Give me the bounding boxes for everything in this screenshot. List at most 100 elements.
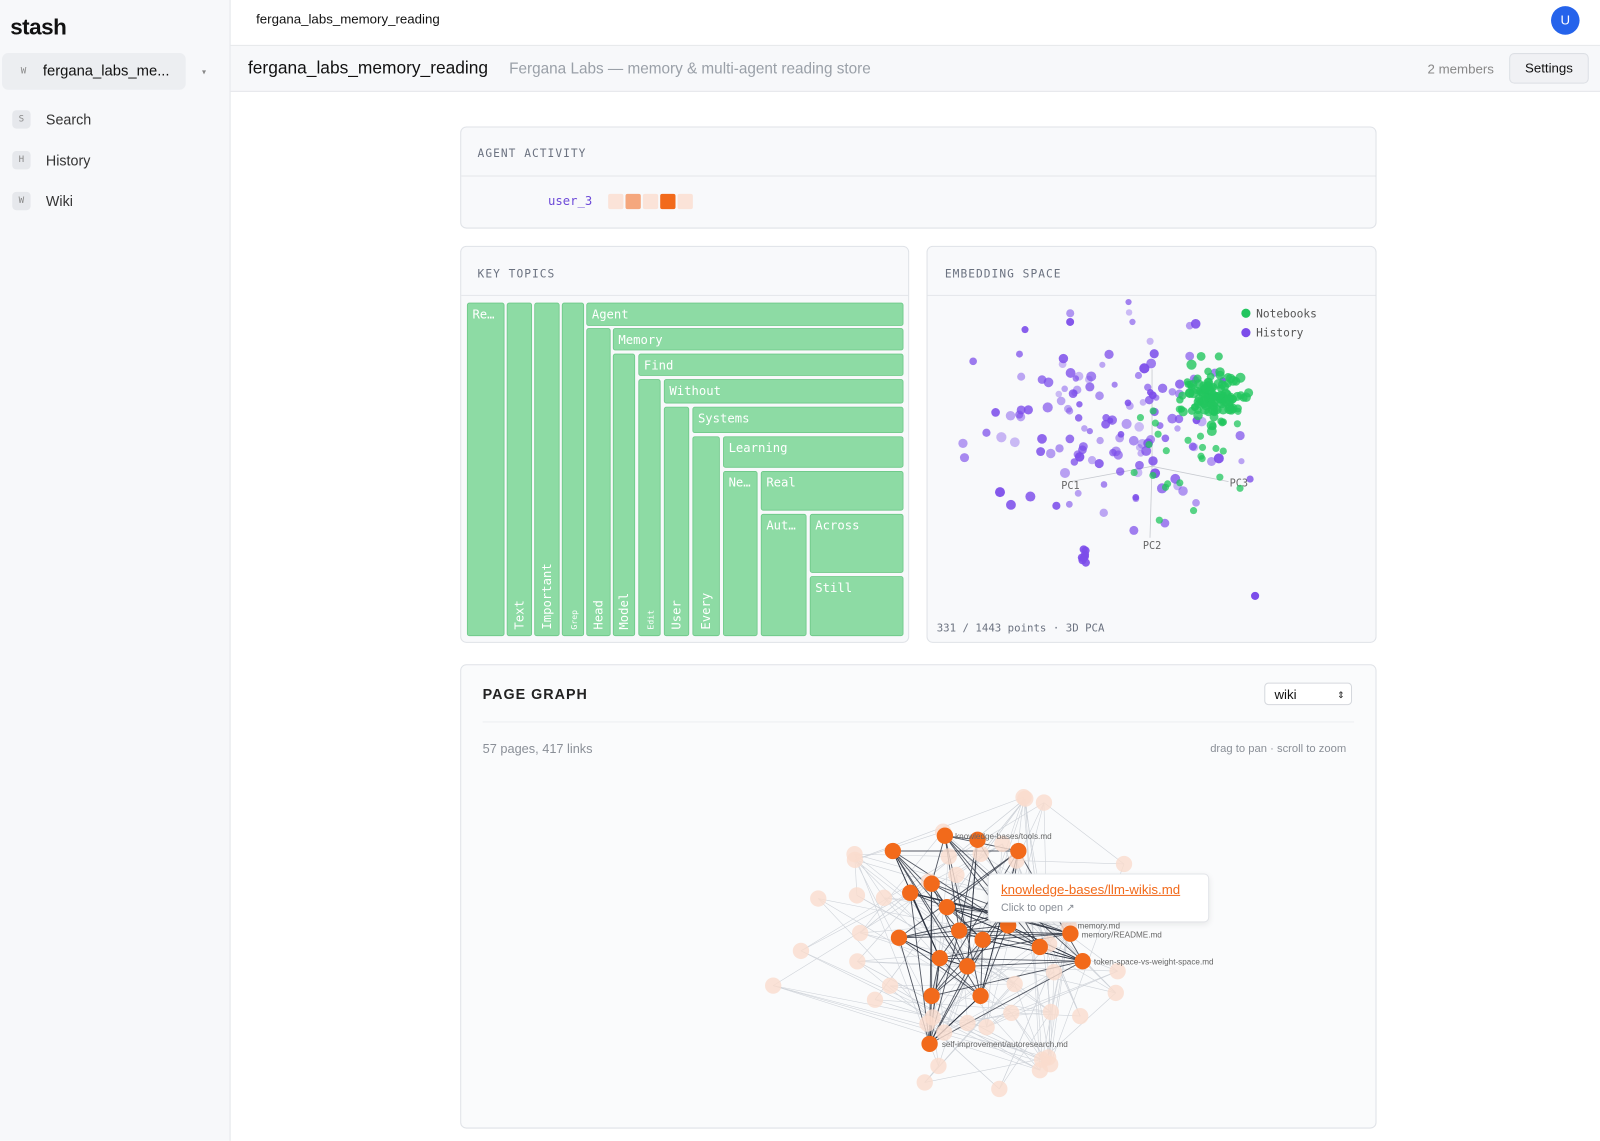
topic-tile[interactable] [612, 328, 904, 351]
topic-label: Find [644, 358, 673, 372]
topic-tile[interactable] [692, 406, 904, 434]
node[interactable] [848, 887, 866, 904]
node[interactable] [1074, 953, 1091, 970]
node[interactable] [972, 845, 989, 862]
node[interactable] [875, 889, 893, 907]
node[interactable] [951, 922, 968, 939]
nav-item[interactable]: S Search [0, 109, 229, 131]
node[interactable] [936, 827, 954, 844]
node[interactable] [1042, 1003, 1060, 1021]
workspace-switcher[interactable]: W fergana_labs_me... [2, 53, 186, 90]
logo[interactable]: stash [10, 14, 67, 40]
node[interactable] [930, 1057, 947, 1075]
node[interactable] [931, 949, 948, 967]
node[interactable] [916, 1074, 933, 1091]
edge [874, 798, 1026, 1000]
node[interactable] [849, 953, 866, 970]
node[interactable] [852, 924, 869, 942]
node[interactable] [938, 898, 956, 916]
node[interactable] [1033, 1051, 1051, 1068]
nav-item[interactable]: W Wiki [0, 191, 229, 213]
edge [959, 925, 1009, 932]
breadcrumb[interactable]: fergana_labs_memory_reading [256, 11, 440, 27]
node[interactable] [792, 942, 810, 960]
node[interactable] [974, 931, 991, 948]
topic-tile[interactable] [663, 379, 904, 404]
node[interactable] [1107, 984, 1124, 1002]
topic-tile[interactable] [561, 302, 585, 637]
avatar[interactable]: U [1551, 6, 1580, 35]
node[interactable] [902, 884, 919, 902]
topic-tile[interactable] [809, 513, 904, 573]
topic-tile[interactable] [663, 406, 690, 637]
node[interactable] [1062, 925, 1079, 942]
node[interactable] [969, 831, 986, 848]
point [1058, 353, 1069, 364]
node[interactable] [940, 848, 957, 865]
node[interactable] [1003, 1004, 1020, 1022]
tooltip-link[interactable]: knowledge-bases/llm-wikis.md [1001, 881, 1181, 897]
node[interactable] [1045, 964, 1063, 981]
node[interactable] [1109, 963, 1126, 980]
node[interactable] [923, 987, 940, 1005]
point [1141, 445, 1152, 456]
topic-tile[interactable] [760, 471, 904, 511]
node[interactable] [1035, 794, 1053, 811]
node[interactable] [959, 1014, 976, 1032]
node[interactable] [994, 835, 1011, 853]
topic-tile[interactable] [723, 471, 758, 637]
settings-button[interactable]: Settings [1509, 53, 1589, 84]
node[interactable] [921, 1035, 938, 1053]
point [1066, 309, 1075, 318]
point [1086, 428, 1093, 435]
topic-tile[interactable] [586, 302, 904, 326]
topic-tile[interactable] [638, 379, 661, 637]
topic-tile[interactable] [638, 353, 904, 376]
dropdown-caret[interactable]: ▾ [202, 67, 207, 77]
node[interactable] [1072, 1007, 1089, 1025]
node[interactable] [936, 1024, 953, 1041]
node[interactable] [924, 1009, 941, 1026]
agent-name[interactable]: user_3 [547, 193, 593, 209]
topic-tile[interactable] [586, 328, 611, 637]
node[interactable] [959, 958, 976, 975]
node[interactable] [866, 991, 884, 1008]
topic-tile[interactable] [723, 436, 904, 468]
graph-select[interactable]: wiki ⇕ [1264, 682, 1353, 706]
node[interactable] [972, 987, 989, 1005]
node[interactable] [1010, 842, 1027, 860]
point [1146, 358, 1157, 369]
topic-label: User [670, 600, 684, 629]
topic-tile[interactable] [466, 302, 505, 637]
page-graph[interactable]: knowledge-bases/tools.md memory.mdmemory/… [461, 665, 1375, 1127]
node[interactable] [991, 1080, 1008, 1098]
topic-label: Agent [592, 307, 629, 321]
point [1072, 385, 1082, 395]
topic-tile[interactable] [692, 436, 720, 637]
members[interactable]: 2 members [1427, 61, 1494, 77]
edge [859, 831, 944, 934]
node[interactable] [890, 929, 908, 946]
node[interactable] [810, 890, 827, 907]
point [1061, 385, 1068, 393]
node[interactable] [1115, 855, 1133, 873]
node[interactable] [1006, 975, 1023, 993]
topic-tile[interactable] [534, 302, 560, 637]
topic-tile[interactable] [506, 302, 533, 637]
topic-tile[interactable] [809, 576, 904, 637]
node[interactable] [846, 851, 864, 869]
node[interactable] [923, 875, 940, 892]
topic-tile[interactable] [760, 513, 807, 637]
node[interactable] [884, 842, 902, 860]
node[interactable] [1031, 938, 1048, 956]
node[interactable] [948, 866, 965, 884]
node[interactable] [881, 977, 899, 994]
edge [874, 999, 1051, 1013]
legend-swatch [1241, 328, 1251, 338]
node[interactable] [1015, 789, 1032, 806]
topic-tile[interactable] [612, 353, 636, 637]
nav-item[interactable]: H History [0, 150, 229, 172]
node[interactable] [765, 977, 782, 994]
tooltip-action[interactable]: Click to open ↗ [1001, 902, 1075, 915]
node[interactable] [978, 1019, 995, 1036]
